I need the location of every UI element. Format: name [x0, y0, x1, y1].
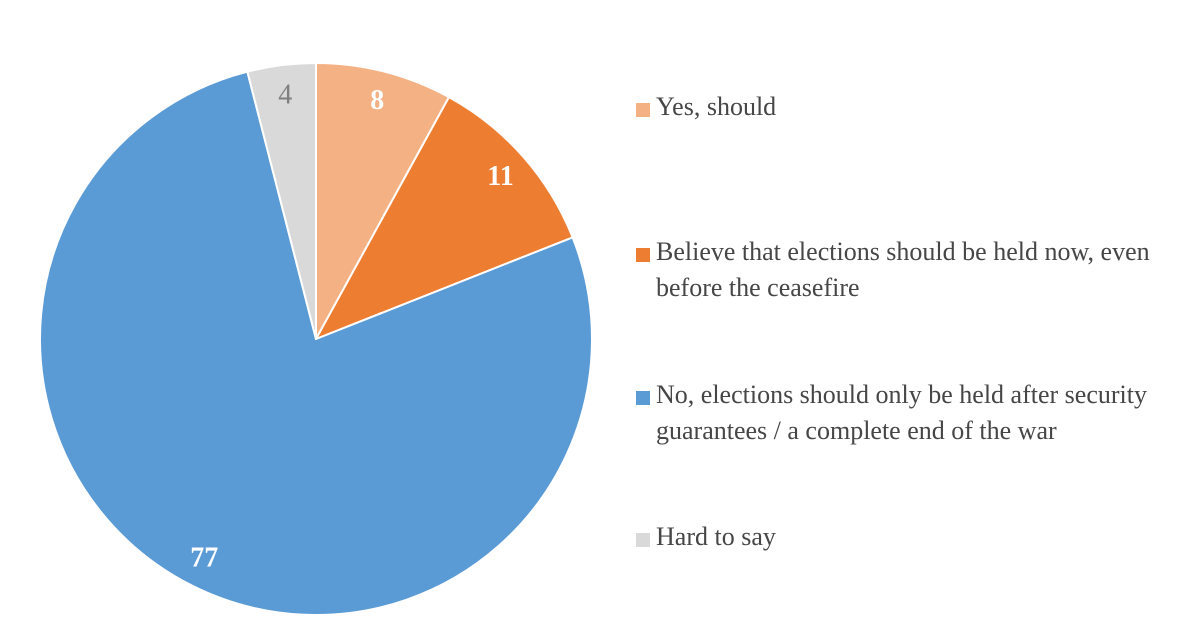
pie-slice-4	[246, 62, 317, 340]
data-label-1: 8	[370, 85, 384, 116]
legend-item-2: Believe that elections should be held no…	[636, 234, 1171, 306]
pie-slice-1	[315, 62, 450, 340]
data-label-3: 77	[190, 543, 218, 574]
legend-label-1: Yes, should	[656, 92, 777, 121]
legend-swatch-2	[636, 248, 650, 262]
legend-swatch-1	[636, 103, 650, 117]
data-label-4: 4	[278, 79, 292, 110]
legend-swatch-3	[636, 391, 650, 405]
legend-label-2: Believe that elections should be held no…	[656, 237, 1150, 302]
data-label-2: 11	[487, 161, 513, 192]
legend-item-3: No, elections should only be held after …	[636, 377, 1171, 449]
pie-slice-2	[315, 96, 574, 340]
legend-label-3: No, elections should only be held after …	[656, 380, 1147, 445]
pie-plot-area: 8 11 77 4	[39, 62, 593, 616]
legend-swatch-4	[636, 533, 650, 547]
legend-item-1: Yes, should	[636, 89, 1171, 125]
legend-item-4: Hard to say	[636, 519, 1171, 555]
pie-slice-3	[39, 70, 593, 616]
legend-label-4: Hard to say	[656, 522, 776, 551]
chart-legend: Yes, should Believe that elections should…	[636, 0, 1176, 643]
